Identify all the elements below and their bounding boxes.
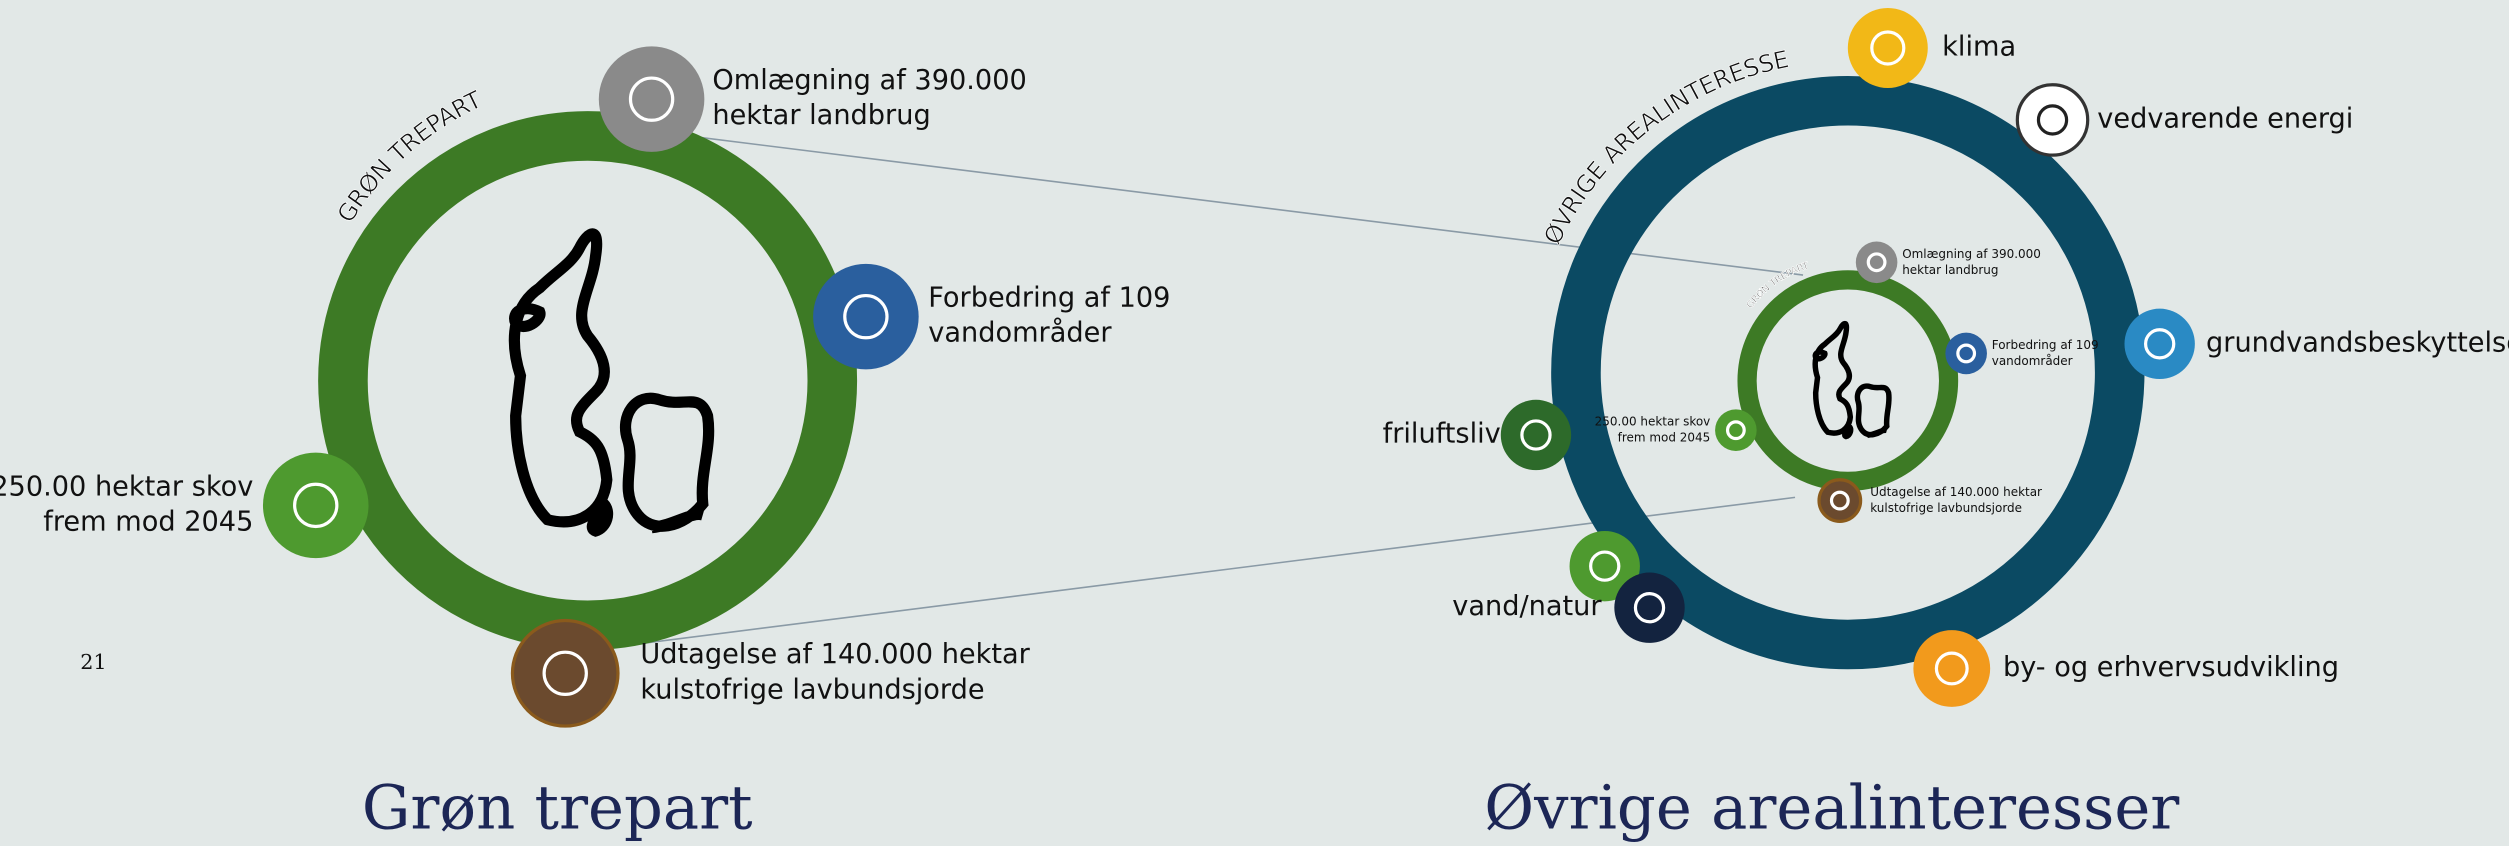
icon [1847, 7, 1928, 88]
mini-label: frem mod 2045 [1618, 431, 1711, 445]
icon [1500, 399, 1572, 471]
item-label: friluftsliv [1383, 418, 1501, 449]
item-label: vedvarende energi [2097, 103, 2353, 134]
icon [813, 263, 919, 370]
icon-glyph [2143, 328, 2176, 360]
mini-label: kulstofrige lavbundsjorde [1870, 501, 2022, 515]
icon-glyph [1633, 592, 1666, 624]
mini-label: hektar landbrug [1902, 263, 1998, 277]
item-label: klima [1942, 31, 2016, 62]
icon [2124, 308, 2195, 380]
icon [262, 452, 369, 559]
icon [1855, 241, 1898, 284]
item-label: Udtagelse af 140.000 hektar [640, 639, 1030, 670]
icon [1945, 332, 1987, 375]
icon [1614, 572, 1685, 643]
icon-glyph [293, 482, 339, 529]
icon [1817, 478, 1863, 523]
icon-glyph [542, 650, 588, 696]
item-label: by- og erhvervsudvikling [2003, 652, 2339, 683]
item-label: kulstofrige lavbundsjorde [640, 674, 984, 705]
item-label: hektar landbrug [712, 100, 930, 131]
icon [2015, 83, 2090, 157]
mini-label: Udtagelse af 140.000 hektar [1870, 485, 2042, 499]
mini-label: Omlægning af 390.000 [1902, 247, 2041, 261]
icon-glyph [1589, 550, 1621, 582]
icon [510, 618, 620, 728]
icon-glyph [1520, 419, 1552, 451]
mini-label: 250.00 hektar skov [1595, 415, 1711, 429]
icon-glyph [2036, 104, 2069, 136]
icon-glyph [1725, 420, 1746, 441]
page-number: 21 [80, 650, 106, 674]
icon [1569, 530, 1640, 602]
item-label: vandområder [928, 318, 1112, 349]
icon-glyph [843, 293, 889, 340]
icon-glyph [1866, 252, 1887, 273]
icon-glyph [1829, 490, 1850, 511]
item-label: Omlægning af 390.000 [712, 65, 1026, 96]
icon [1715, 409, 1757, 451]
item-label: vand/natur [1452, 591, 1602, 622]
teal-ring [1551, 75, 2145, 670]
icon [598, 46, 705, 152]
item-label: 250.00 hektar skov [0, 471, 253, 502]
icon-glyph [1934, 651, 1969, 686]
icon-glyph [628, 76, 675, 122]
item-label: frem mod 2045 [43, 506, 253, 537]
item-label: grundvandsbeskyttelse [2206, 327, 2509, 358]
icon-glyph [1956, 343, 1977, 364]
mini-label: vandområder [1992, 354, 2073, 368]
section-title: Øvrige arealinteresser [1484, 774, 2180, 844]
item-label: Forbedring af 109 [928, 283, 1170, 314]
section-title: Grøn trepart [362, 774, 753, 844]
icon [1913, 630, 1991, 707]
mini-label: Forbedring af 109 [1992, 338, 2099, 352]
icon-glyph [1870, 30, 1906, 66]
